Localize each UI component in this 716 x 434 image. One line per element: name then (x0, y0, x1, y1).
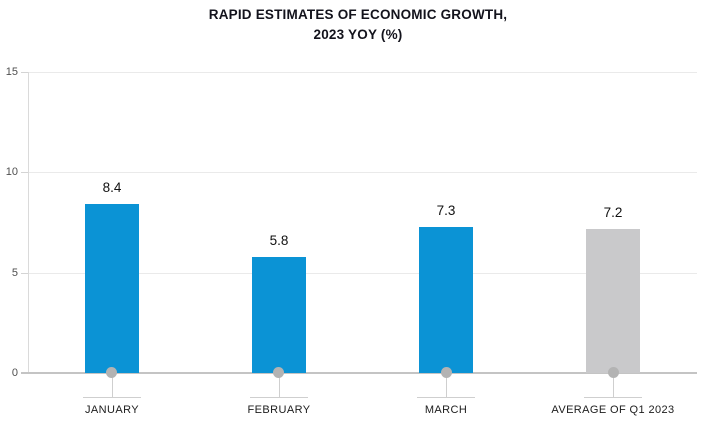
y-axis-tick-label: 15 (5, 66, 18, 78)
category-label-february: FEBRUARY (247, 404, 311, 416)
y-axis-tick (21, 273, 28, 274)
value-label-average-of-q1-2023: 7.2 (603, 205, 623, 220)
category-tick-stem (613, 373, 614, 397)
y-axis-tick (21, 72, 28, 73)
value-label-february: 5.8 (269, 233, 289, 248)
category-marker-circle (273, 367, 284, 378)
category-marker-circle (608, 367, 619, 378)
category-label-average-of-q1-2023: AVERAGE OF Q1 2023 (551, 404, 675, 416)
category-tick-crossbar (584, 397, 642, 398)
y-axis-tick-label: 5 (11, 267, 18, 279)
chart-title-line2: 2023 YOY (%) (313, 27, 403, 42)
category-tick-crossbar (417, 397, 475, 398)
y-axis-tick-label: 0 (11, 367, 18, 379)
bar-average-of-q1-2023 (586, 229, 640, 373)
chart-title-line1: RAPID ESTIMATES OF ECONOMIC GROWTH, (208, 7, 508, 22)
gridline (28, 72, 697, 73)
value-label-january: 8.4 (102, 180, 122, 195)
bar-march (419, 227, 473, 373)
gridline (28, 273, 697, 274)
category-marker-circle (106, 367, 117, 378)
category-label-march: MARCH (424, 404, 468, 416)
x-axis-line (21, 372, 697, 374)
y-axis-tick-label: 10 (5, 166, 18, 178)
value-label-march: 7.3 (436, 203, 456, 218)
bar-january (85, 204, 139, 373)
category-label-january: JANUARY (85, 404, 139, 416)
category-tick-crossbar (250, 397, 308, 398)
category-marker-circle (441, 367, 452, 378)
category-tick-stem (279, 373, 280, 397)
bar-february (252, 257, 306, 373)
category-tick-stem (112, 373, 113, 397)
category-tick-stem (446, 373, 447, 397)
y-axis-line (28, 72, 29, 373)
category-tick-crossbar (83, 397, 141, 398)
chart-title: RAPID ESTIMATES OF ECONOMIC GROWTH, 2023… (0, 5, 716, 45)
gridline (28, 172, 697, 173)
y-axis-tick (21, 172, 28, 173)
